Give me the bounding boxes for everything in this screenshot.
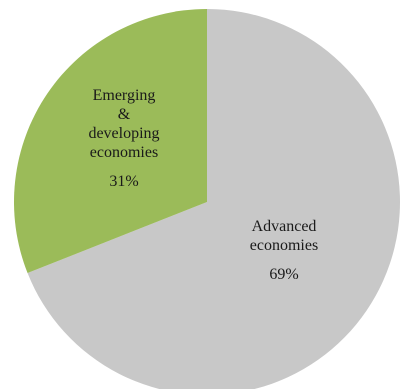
slice-label-1-line-1: & [118, 106, 131, 123]
slice-label-1-line-0: Emerging [93, 87, 156, 104]
slice-value-label-1: 31% [109, 173, 138, 190]
pie-slice-0 [27, 9, 400, 389]
slice-value-label-0: 69% [269, 266, 298, 283]
pie-slices [14, 9, 400, 389]
slice-label-0-line-0: Advanced [252, 218, 317, 235]
slice-label-1-line-2: developing [88, 125, 159, 142]
slice-label-0-line-1: economies [250, 237, 318, 254]
pie-labels: Advanced economies 69% Emerging & developing e… [88, 87, 318, 283]
pie-slice-1 [14, 9, 208, 274]
slice-label-1-line-3: economies [90, 144, 158, 161]
